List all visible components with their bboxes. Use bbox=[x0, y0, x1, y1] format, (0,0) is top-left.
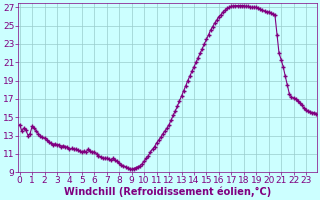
X-axis label: Windchill (Refroidissement éolien,°C): Windchill (Refroidissement éolien,°C) bbox=[64, 187, 271, 197]
